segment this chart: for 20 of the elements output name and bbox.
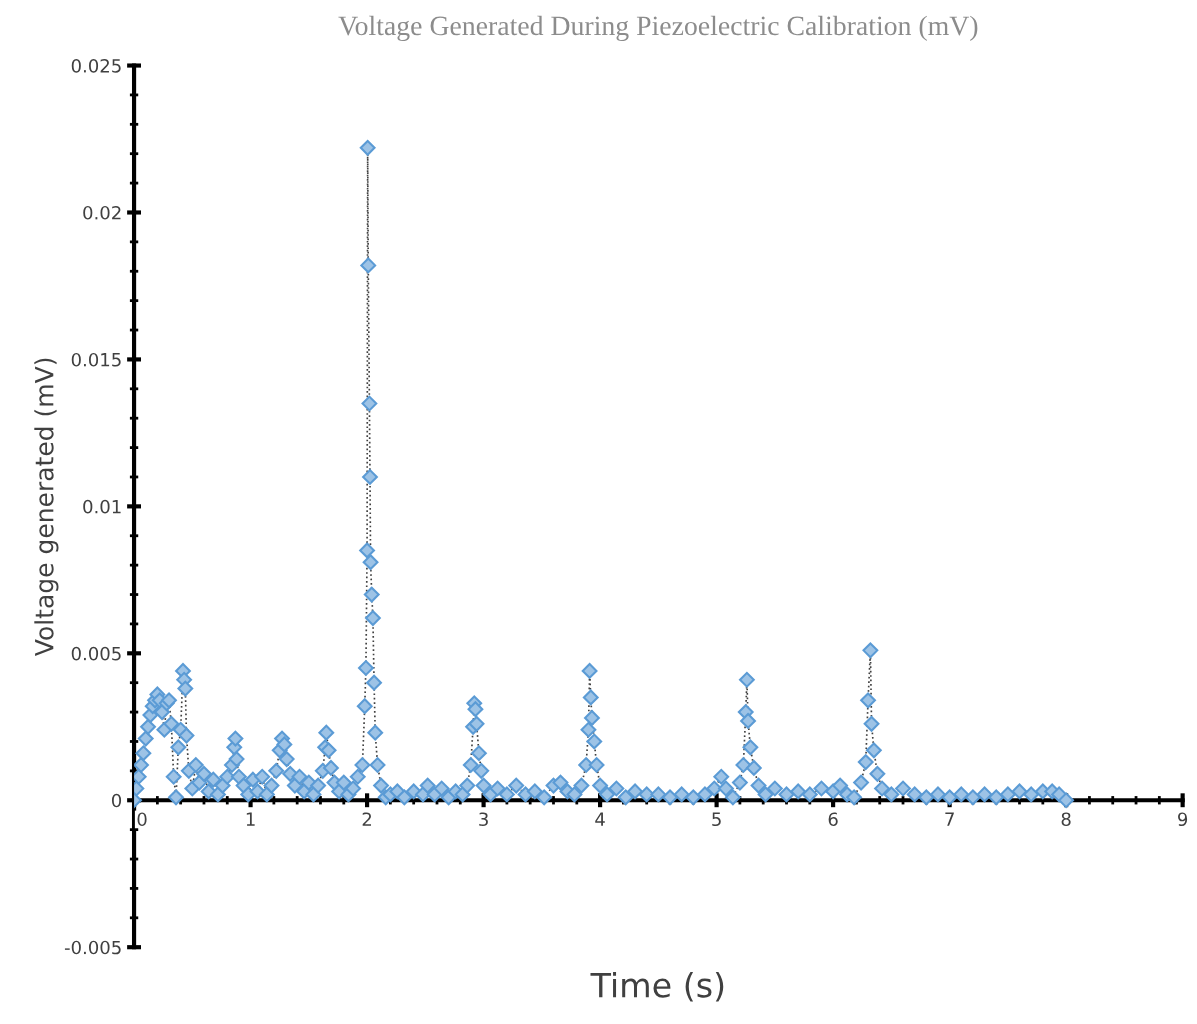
y-tick-label: 0.02 bbox=[83, 205, 121, 220]
x-tick-label: 8 bbox=[1061, 812, 1071, 827]
x-tick-label: 4 bbox=[595, 812, 605, 826]
y-tick-label: -0.005 bbox=[64, 940, 121, 955]
x-tick-label: 3 bbox=[479, 812, 488, 827]
x-tick-label: 0 bbox=[137, 812, 147, 827]
y-tick-label: 0 bbox=[111, 793, 122, 808]
x-tick-label: 2 bbox=[362, 812, 372, 826]
y-axis-title: Voltage generated (mV) bbox=[34, 358, 59, 657]
y-tick-label: 0.01 bbox=[83, 499, 121, 514]
x-tick-label: 1 bbox=[246, 812, 255, 826]
x-axis-title: Time (s) bbox=[590, 971, 724, 1002]
x-tick-label: 5 bbox=[712, 812, 721, 827]
x-tick-label: 9 bbox=[1178, 812, 1188, 827]
x-tick-label: 6 bbox=[828, 812, 838, 827]
x-tick-label: 7 bbox=[945, 812, 954, 826]
chart-title: Voltage Generated During Piezoelectric Calibration (mV) bbox=[338, 15, 978, 41]
y-tick-label: 0.015 bbox=[71, 352, 121, 367]
y-tick-label: 0.025 bbox=[71, 59, 121, 73]
y-tick-label: 0.005 bbox=[71, 646, 121, 661]
